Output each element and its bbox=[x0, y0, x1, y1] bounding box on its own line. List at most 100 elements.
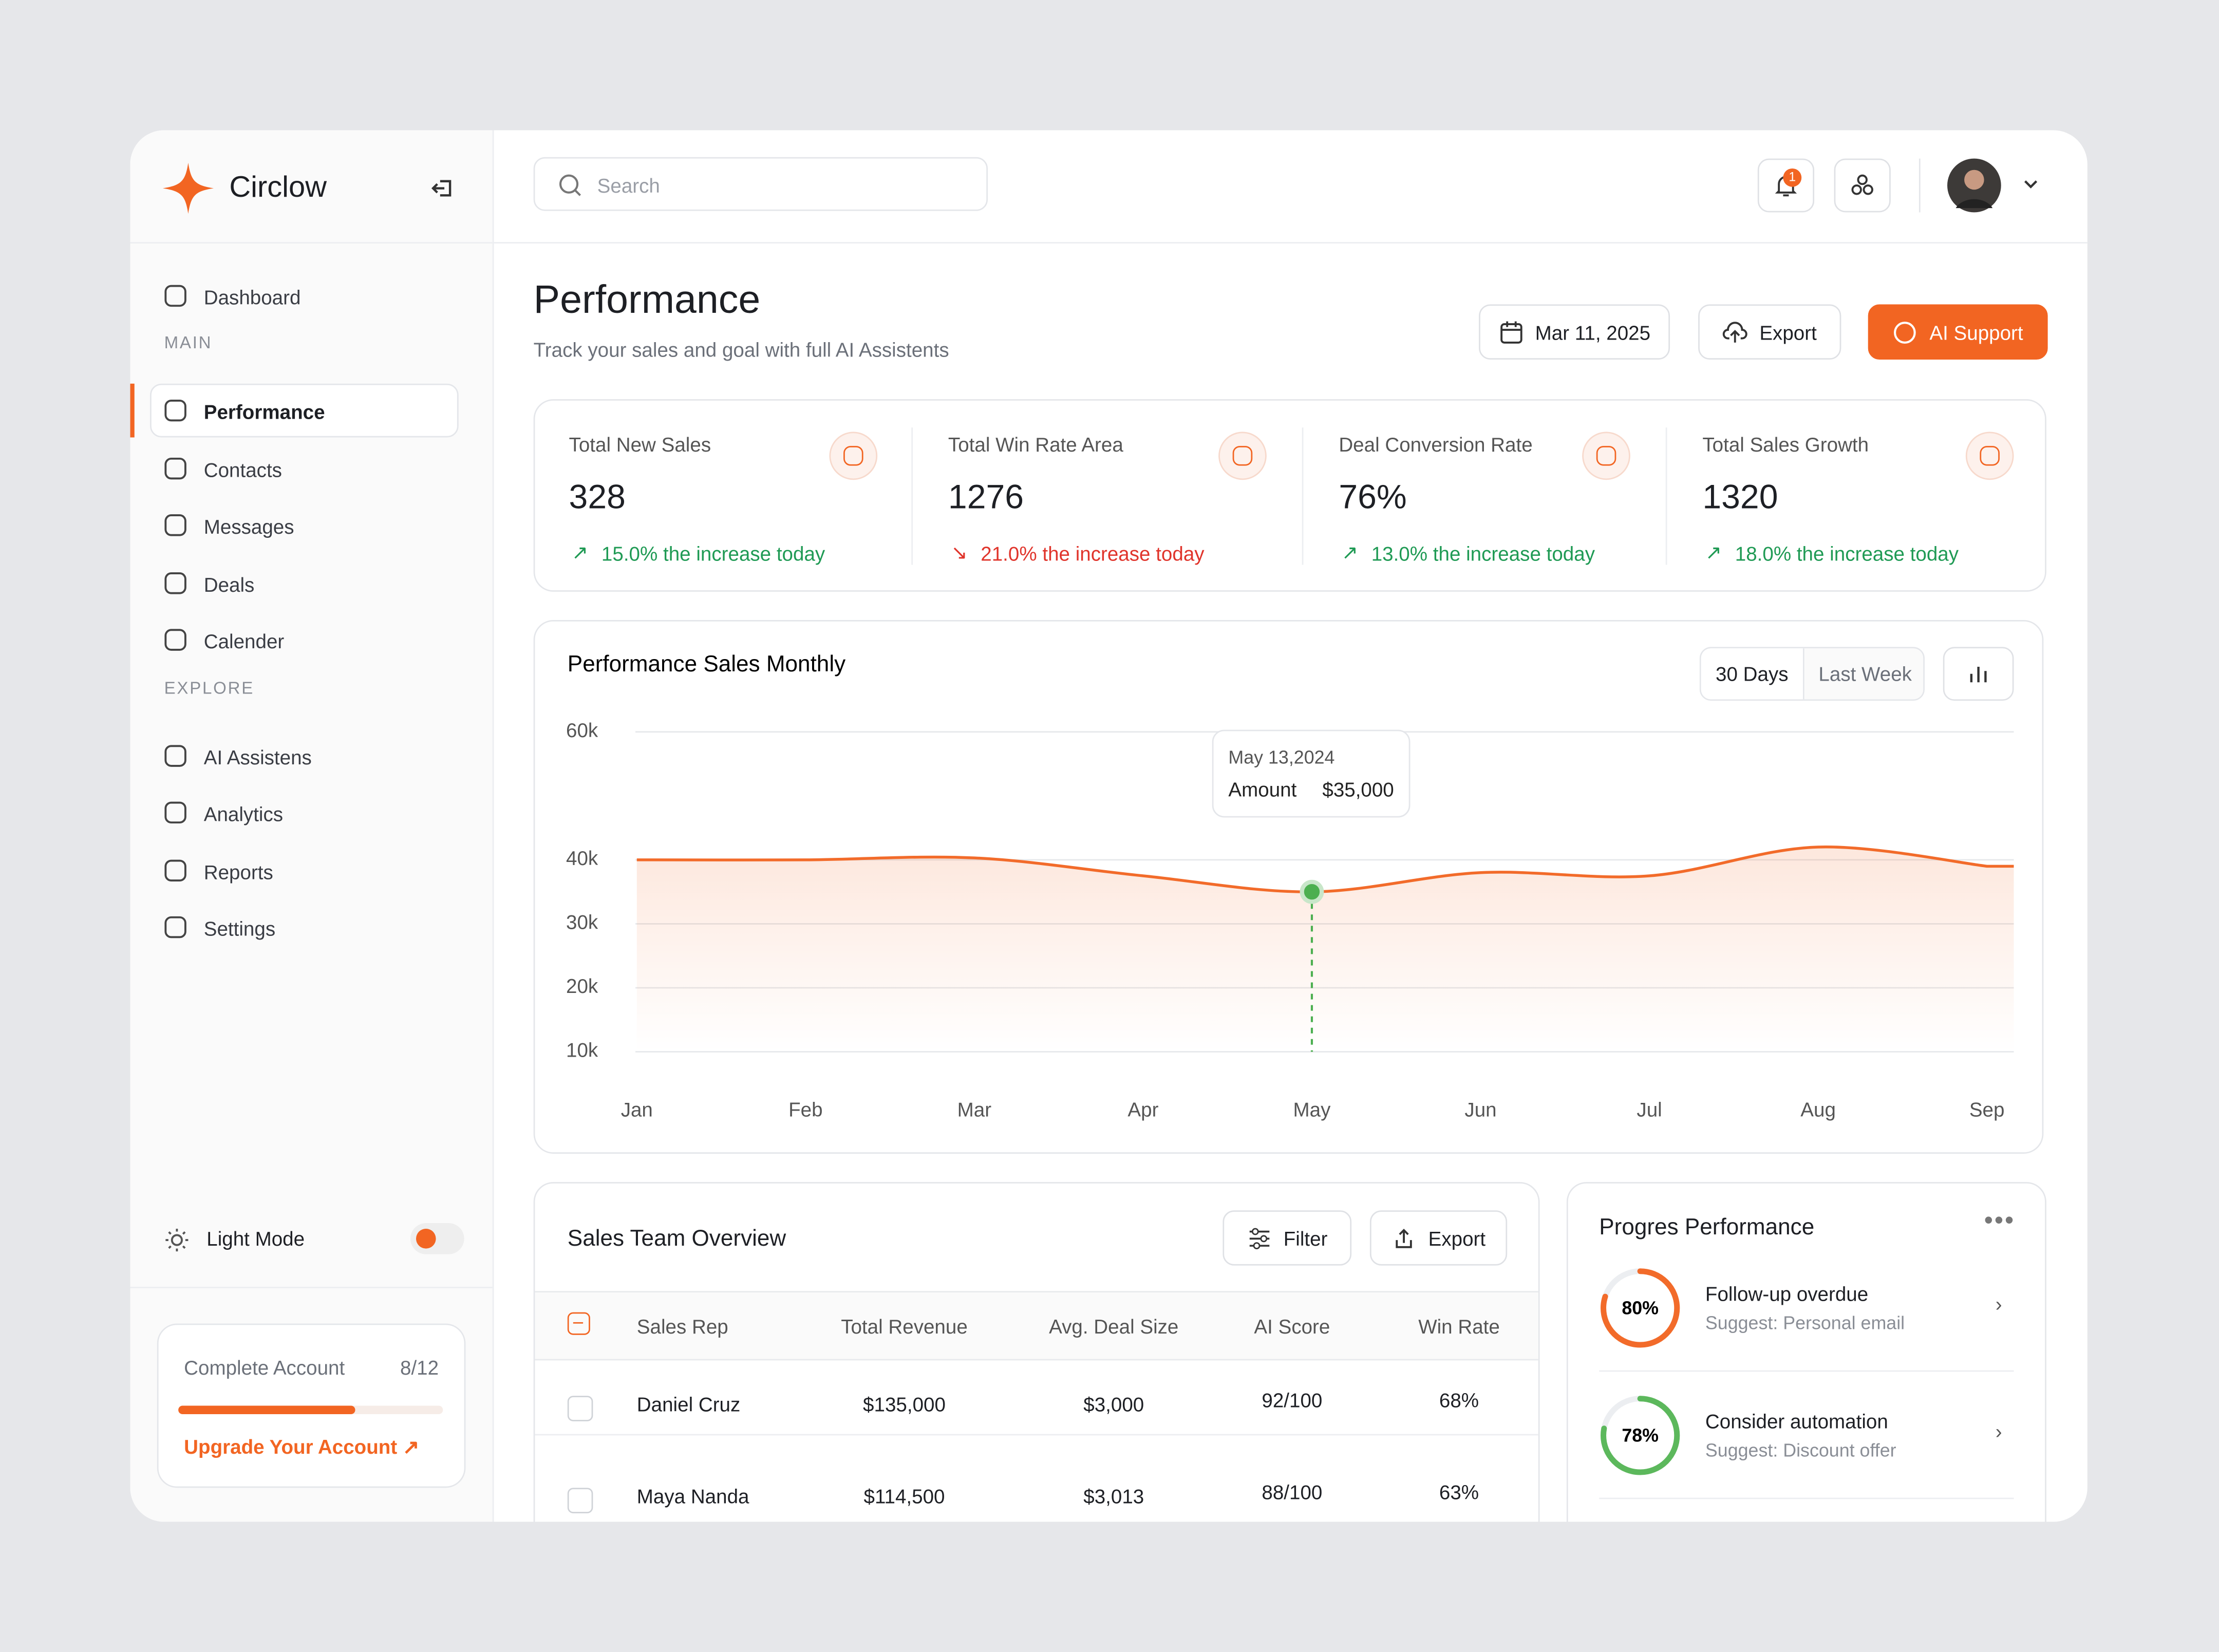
table-export-text: Export bbox=[1428, 1226, 1486, 1249]
table-card: Sales Team Overview Filter Export Sales … bbox=[533, 1182, 1540, 1522]
nav-icon bbox=[164, 629, 186, 651]
nav-item[interactable]: Messages bbox=[203, 515, 294, 538]
icon-shape bbox=[164, 514, 186, 536]
notification-badge: 1 bbox=[1783, 168, 1802, 187]
theme-toggle[interactable] bbox=[410, 1223, 464, 1254]
table-export-button[interactable]: Export bbox=[1369, 1210, 1508, 1266]
filter-icon bbox=[1249, 1227, 1270, 1249]
x-tick-label: Apr bbox=[1127, 1099, 1158, 1121]
icon-shape bbox=[164, 457, 186, 479]
x-tick-label: Aug bbox=[1800, 1099, 1836, 1121]
export-button[interactable]: Export bbox=[1698, 304, 1841, 360]
ring-fill bbox=[1601, 1268, 1680, 1348]
apps-button[interactable] bbox=[1834, 158, 1891, 213]
divider bbox=[494, 242, 2088, 243]
app-window: Circlow Dashboard MAIN Performance Contacts… bbox=[130, 130, 2088, 1522]
item-suggest: Suggest: Personal email bbox=[1705, 1312, 1905, 1334]
progress-card: Progres Performance ••• 80% Follow-up ove… bbox=[1566, 1182, 2046, 1522]
chart-title: Performance Sales Monthly bbox=[568, 651, 845, 677]
search-box[interactable]: Search bbox=[533, 157, 988, 211]
account-progress-label: 8/12 bbox=[400, 1356, 439, 1379]
chart: Performance Sales Monthly 10k 20k 30k 40k 60… bbox=[566, 651, 2014, 1121]
upgrade-link[interactable]: Upgrade Your Account ↗ bbox=[184, 1435, 420, 1458]
nav-icon bbox=[164, 744, 186, 766]
nav-item[interactable]: Settings bbox=[203, 917, 276, 940]
stat-value: 1320 bbox=[1702, 478, 1778, 517]
collapse-button[interactable] bbox=[430, 176, 456, 201]
filter-button[interactable]: Filter bbox=[1223, 1210, 1352, 1266]
stat-icon bbox=[1965, 431, 2014, 480]
progress-title: Progres Performance bbox=[1599, 1216, 1815, 1241]
range-tab[interactable]: Last Week bbox=[1804, 648, 1924, 700]
chevron[interactable]: › bbox=[1995, 1420, 2002, 1443]
stat-label: Total Win Rate Area bbox=[948, 433, 1123, 456]
nav-item[interactable]: Calender bbox=[203, 630, 285, 653]
page-subtitle: Track your sales and goal with full AI A… bbox=[533, 338, 949, 361]
divider bbox=[1302, 427, 1304, 565]
stat-change: 15.0% the increase today bbox=[601, 542, 825, 565]
divider bbox=[130, 1287, 493, 1288]
nav-item[interactable]: Dashboard bbox=[203, 286, 301, 309]
logo bbox=[162, 162, 214, 214]
stat-change: 13.0% the increase today bbox=[1371, 542, 1595, 565]
select-all-checkbox[interactable] bbox=[567, 1312, 590, 1335]
row-divider bbox=[535, 1434, 1538, 1436]
stat-label: Total New Sales bbox=[569, 433, 711, 456]
range-tab[interactable]: 30 Days bbox=[1701, 648, 1804, 700]
icon-shape bbox=[164, 629, 186, 651]
chart-type-button[interactable] bbox=[1943, 647, 2014, 701]
chart-card: Performance Sales Monthly 10k 20k 30k 40k 60… bbox=[533, 620, 2044, 1154]
x-tick-label: Jul bbox=[1637, 1099, 1662, 1121]
stat-icon-inner bbox=[843, 446, 863, 466]
nav-icon bbox=[164, 399, 186, 422]
nav-item[interactable]: Reports bbox=[203, 860, 273, 883]
table-cell: $114,500 bbox=[863, 1485, 945, 1508]
avatar[interactable] bbox=[1946, 157, 2002, 214]
y-tick-label: 10k bbox=[566, 1040, 598, 1062]
upload-icon bbox=[1723, 321, 1748, 342]
search-icon bbox=[559, 174, 581, 196]
stat-value: 76% bbox=[1339, 478, 1407, 517]
dropdown-icon[interactable] bbox=[2022, 176, 2039, 193]
stat-change: 18.0% the increase today bbox=[1735, 542, 1959, 565]
nav-item[interactable]: Analytics bbox=[203, 802, 284, 825]
nav-icon bbox=[164, 916, 186, 938]
y-tick-label: 60k bbox=[566, 720, 598, 742]
upgrade-text[interactable]: Upgrade Your Account bbox=[184, 1435, 398, 1458]
icon-shape bbox=[164, 399, 186, 422]
table-cell: Daniel Cruz bbox=[636, 1393, 741, 1416]
x-tick-label: Jan bbox=[621, 1099, 653, 1121]
nav-item[interactable]: Deals bbox=[203, 572, 255, 595]
section-label: EXPLORE bbox=[164, 677, 255, 698]
notification-button[interactable] bbox=[1757, 158, 1815, 213]
nav: Dashboard MAIN Performance Contacts Messages… bbox=[130, 130, 492, 1522]
progress-track bbox=[178, 1405, 443, 1415]
ai-support-button[interactable]: AI Support bbox=[1868, 304, 2048, 360]
icon-shape bbox=[164, 285, 186, 307]
icon-shape bbox=[164, 801, 186, 824]
icon-shape bbox=[164, 916, 186, 938]
nav-item[interactable]: Performance bbox=[203, 400, 325, 423]
row-checkbox[interactable] bbox=[567, 1396, 593, 1421]
nav-icon bbox=[164, 514, 186, 536]
tooltip-box bbox=[1212, 729, 1411, 818]
nav-item[interactable]: AI Assistens bbox=[203, 745, 312, 768]
light-mode-label: Light Mode bbox=[206, 1227, 305, 1250]
area bbox=[636, 847, 2014, 1052]
sun-icon bbox=[165, 1229, 189, 1252]
trend-arrow: ↗ bbox=[1705, 540, 1722, 564]
more-button[interactable]: ••• bbox=[1984, 1206, 2016, 1235]
stat-value: 328 bbox=[569, 478, 626, 517]
date-button[interactable]: Mar 11, 2025 bbox=[1479, 304, 1670, 360]
icon-shape bbox=[164, 744, 186, 766]
ring-label: 80% bbox=[1622, 1298, 1659, 1319]
account-card: Complete Account 8/12 Upgrade Your Accou… bbox=[157, 1323, 466, 1488]
row-checkbox[interactable] bbox=[567, 1488, 593, 1513]
y-tick-label: 40k bbox=[566, 848, 598, 870]
nav-icon bbox=[164, 457, 186, 479]
nav-item[interactable]: Contacts bbox=[203, 458, 282, 481]
chevron[interactable]: › bbox=[1995, 1292, 2002, 1316]
icon-shape bbox=[164, 571, 186, 594]
